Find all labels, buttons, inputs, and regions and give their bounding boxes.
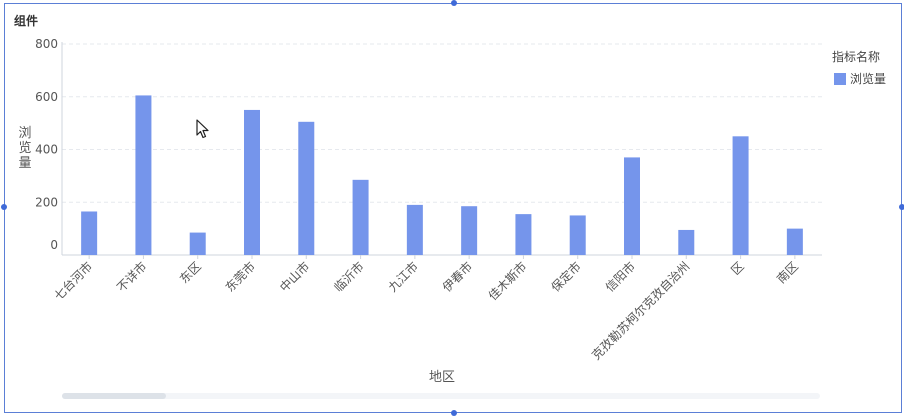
- x-tick-label: 中山市: [276, 259, 312, 295]
- x-tick-label: 临沂市: [331, 259, 367, 295]
- x-tick-label: 东莞市: [222, 259, 258, 295]
- x-axis-title: 地区: [429, 370, 455, 385]
- x-tick-label: 九江市: [385, 259, 421, 295]
- resize-handle-bottom[interactable]: [451, 410, 457, 416]
- x-tick-label: 区: [728, 259, 746, 277]
- y-tick-label: 800: [35, 37, 58, 51]
- x-tick-label: 保定市: [548, 259, 584, 295]
- legend-swatch: [834, 72, 846, 85]
- x-tick-label: 克孜勒苏柯尔克孜自治州: [588, 259, 692, 363]
- y-tick-label: 600: [35, 90, 58, 104]
- resize-handle-right[interactable]: [899, 204, 904, 210]
- x-tick-label: 信阳市: [602, 259, 638, 295]
- bar[interactable]: [732, 136, 749, 255]
- resize-handle-left[interactable]: [1, 204, 7, 210]
- x-tick-label: 东区: [177, 259, 204, 286]
- bar[interactable]: [352, 179, 369, 255]
- bar[interactable]: [515, 214, 532, 255]
- bar[interactable]: [244, 109, 260, 255]
- x-tick-label: 佳木斯市: [485, 259, 530, 304]
- mouse-pointer-icon: [196, 119, 209, 139]
- legend-title: 指标名称: [832, 50, 881, 64]
- chart-component-frame[interactable]: [4, 3, 902, 413]
- bar[interactable]: [678, 229, 695, 255]
- x-tick-label: 七台河市: [51, 259, 96, 304]
- bar[interactable]: [189, 232, 206, 255]
- bar[interactable]: [569, 215, 586, 255]
- legend-label: 浏览量: [850, 72, 887, 86]
- bar[interactable]: [624, 157, 640, 255]
- horizontal-scrollbar-track[interactable]: [62, 393, 820, 399]
- y-tick-label: 200: [35, 195, 58, 209]
- resize-handle-top[interactable]: [451, 0, 457, 6]
- y-tick-label: 400: [35, 143, 58, 157]
- bar[interactable]: [135, 95, 152, 256]
- y-tick-label: 0: [50, 238, 58, 252]
- component-title: 组件: [14, 14, 39, 28]
- x-tick-label: 南区: [773, 259, 801, 287]
- bar[interactable]: [298, 121, 315, 256]
- legend-item-pageviews[interactable]: 浏览量: [834, 70, 886, 87]
- bar[interactable]: [786, 228, 803, 255]
- y-axis-title: 浏览量: [18, 125, 31, 171]
- bar[interactable]: [81, 211, 98, 255]
- horizontal-scrollbar-thumb[interactable]: [62, 393, 166, 399]
- x-tick-label: 伊春市: [439, 259, 475, 295]
- bar[interactable]: [406, 204, 423, 255]
- x-tick-label: 不详市: [113, 259, 149, 295]
- bar[interactable]: [461, 206, 478, 255]
